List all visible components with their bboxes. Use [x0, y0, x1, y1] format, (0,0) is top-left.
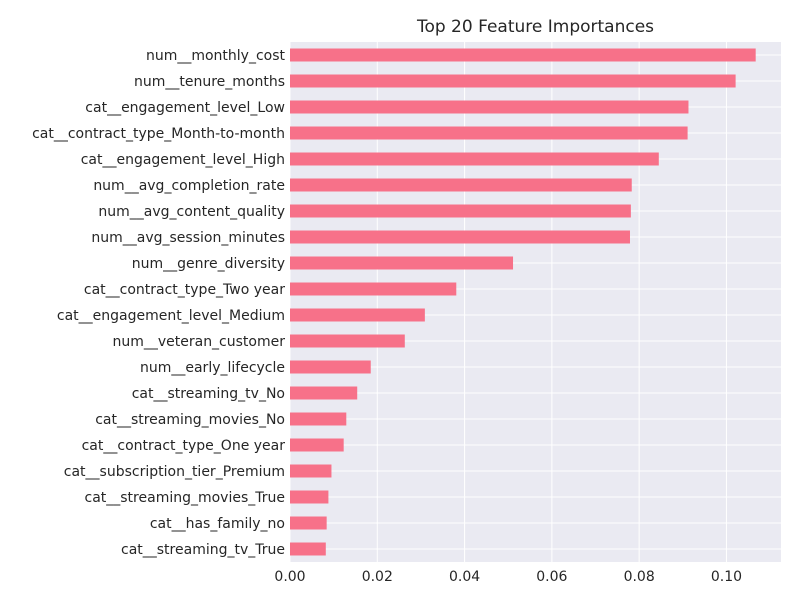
bar [290, 178, 632, 192]
y-tick-label: num__early_lifecycle [140, 360, 285, 376]
bar [290, 490, 329, 504]
y-tick-label: cat__contract_type_Two year [84, 282, 285, 298]
bar [290, 516, 327, 530]
y-tick-label: cat__streaming_tv_No [132, 386, 285, 402]
bar [290, 438, 344, 452]
bar [290, 334, 405, 348]
bar [290, 282, 457, 296]
y-tick-label: cat__engagement_level_Low [85, 100, 285, 116]
y-tick-label: num__genre_diversity [132, 256, 285, 272]
bar [290, 152, 659, 166]
y-tick-label: num__monthly_cost [146, 48, 286, 64]
bar [290, 542, 326, 556]
y-tick-label: num__avg_content_quality [98, 204, 285, 220]
y-tick-label: cat__contract_type_One year [82, 438, 286, 454]
y-tick-label: num__tenure_months [134, 74, 285, 90]
x-tick-labels: 0.00 0.02 0.04 0.06 0.08 0.10 [274, 569, 742, 585]
y-tick-label: cat__has_family_no [150, 516, 285, 532]
bar [290, 464, 332, 478]
bars [290, 48, 756, 556]
y-tick-label: num__avg_session_minutes [91, 230, 285, 246]
bar [290, 230, 630, 244]
x-tick-label: 0.10 [711, 569, 742, 585]
x-tick-label: 0.00 [274, 569, 305, 585]
plot-area [290, 42, 781, 562]
x-tick-label: 0.02 [362, 569, 393, 585]
y-tick-label: cat__streaming_movies_No [95, 412, 285, 428]
bar [290, 126, 688, 140]
y-tick-label: num__avg_completion_rate [93, 178, 285, 194]
bar [290, 308, 425, 322]
bar [290, 360, 371, 374]
bar [290, 204, 631, 218]
bar [290, 100, 689, 114]
bar [290, 256, 514, 270]
y-tick-labels: num__monthly_cost num__tenure_months cat__… [32, 48, 285, 558]
x-tick-label: 0.06 [536, 569, 567, 585]
x-tick-label: 0.04 [449, 569, 480, 585]
bar [290, 48, 756, 62]
bar [290, 386, 358, 400]
chart-title: Top 20 Feature Importances [416, 17, 654, 37]
y-tick-label: cat__subscription_tier_Premium [64, 464, 285, 480]
bar [290, 412, 347, 426]
x-tick-label: 0.08 [624, 569, 655, 585]
y-tick-label: cat__engagement_level_High [81, 152, 285, 168]
y-tick-label: cat__streaming_tv_True [121, 542, 285, 558]
bar [290, 74, 736, 88]
y-tick-label: cat__contract_type_Month-to-month [32, 126, 285, 142]
y-tick-label: cat__engagement_level_Medium [57, 308, 285, 324]
y-tick-label: num__veteran_customer [112, 334, 285, 350]
y-tick-label: cat__streaming_movies_True [85, 490, 286, 506]
